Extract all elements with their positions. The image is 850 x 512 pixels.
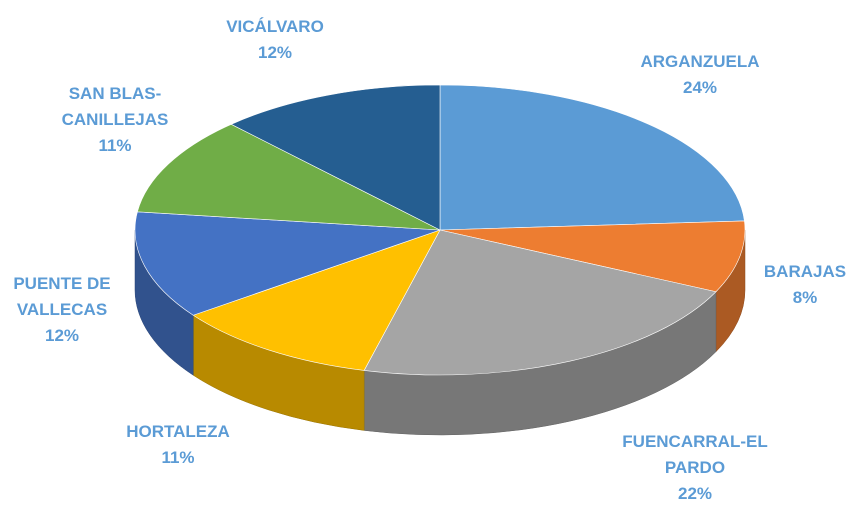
slice [439,84,745,231]
value-label: 24% [682,78,718,97]
data-label: FUENCARRAL-EL PARDO 22% [605,429,785,507]
slice [230,84,441,231]
data-label: ARGANZUELA 24% [625,49,775,101]
slice [439,220,746,293]
category-label: HORTALEZA [126,422,230,441]
category-label: PUENTE DE VALLECAS [13,274,111,319]
slice [363,229,717,376]
data-label: VICÁLVARO 12% [210,14,340,66]
value-label: 12% [44,326,80,345]
category-label: FUENCARRAL-EL PARDO [622,432,768,477]
category-label: SAN BLAS-CANILLEJAS [61,84,169,129]
data-label: SAN BLAS-CANILLEJAS 11% [55,81,175,159]
category-label: BARAJAS [763,262,847,281]
category-label: VICÁLVARO [226,17,324,36]
slice [134,211,441,316]
value-label: 11% [98,136,132,155]
value-label: 22% [677,484,713,503]
data-label: PUENTE DE VALLECAS 12% [5,271,120,349]
slice [192,229,441,371]
value-label: 11% [161,448,195,467]
slice [137,123,441,231]
value-label: 8% [792,288,818,307]
data-label: HORTALEZA 11% [108,419,248,471]
category-label: ARGANZUELA [640,52,760,71]
value-label: 12% [257,43,293,62]
data-label: BARAJAS 8% [755,259,850,311]
